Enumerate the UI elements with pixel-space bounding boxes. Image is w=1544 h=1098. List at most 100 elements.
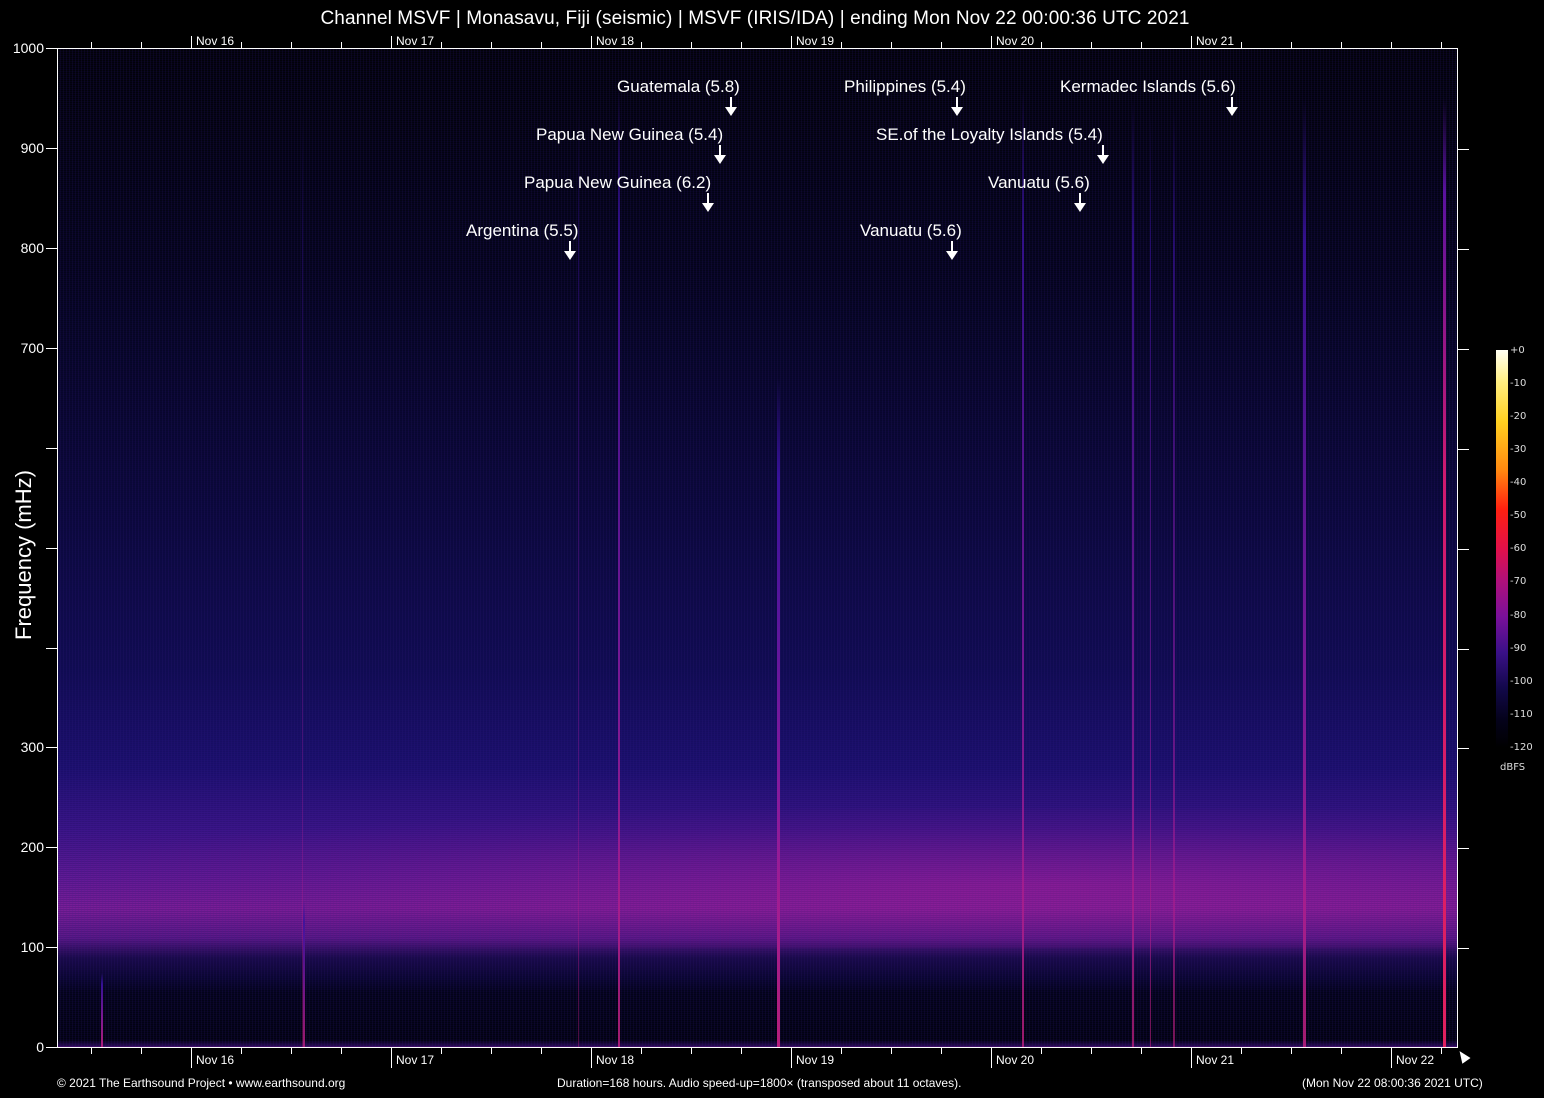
- event-trace: [777, 378, 780, 1048]
- x-major-tick: [391, 1048, 392, 1068]
- y-tick: [46, 648, 57, 649]
- x-minor-tick: [491, 1048, 492, 1054]
- x-tick-label-top: Nov 19: [796, 34, 835, 48]
- x-major-tick: [1391, 1048, 1392, 1068]
- colorbar-label: -100: [1510, 676, 1533, 687]
- x-minor-tick: [491, 42, 492, 48]
- colorbar-label: -50: [1510, 510, 1527, 521]
- x-major-tick: [791, 1048, 792, 1068]
- colorbar-label: -30: [1510, 444, 1527, 455]
- y-tick: [46, 947, 57, 948]
- x-tick-label: Nov 21: [1196, 1053, 1235, 1067]
- x-tick-label-top: Nov 21: [1196, 34, 1235, 48]
- colorbar-label: -120: [1510, 742, 1533, 753]
- event-trace: [618, 88, 620, 1048]
- x-major-tick: [591, 36, 592, 48]
- colorbar-label: -70: [1510, 576, 1527, 587]
- x-minor-tick: [91, 42, 92, 48]
- x-major-tick: [1191, 1048, 1192, 1068]
- colorbar-label: -80: [1510, 610, 1527, 621]
- x-minor-tick: [1291, 42, 1292, 48]
- colorbar-label: -40: [1510, 477, 1527, 488]
- x-minor-tick: [1391, 42, 1392, 48]
- y-tick: [46, 847, 57, 848]
- x-major-tick: [991, 1048, 992, 1068]
- y-tick-label: 800: [20, 240, 44, 256]
- x-minor-tick: [1441, 1048, 1442, 1054]
- colorbar-gradient: [1496, 350, 1508, 748]
- x-minor-tick: [691, 42, 692, 48]
- x-tick-label-top: Nov 16: [196, 34, 235, 48]
- event-trace: [303, 900, 305, 1048]
- x-major-tick: [1191, 36, 1192, 48]
- x-minor-tick: [1091, 42, 1092, 48]
- x-major-tick: [391, 36, 392, 48]
- x-minor-tick: [641, 42, 642, 48]
- x-tick-label-top: Nov 20: [996, 34, 1035, 48]
- y-tick: [46, 248, 57, 249]
- event-label: Kermadec Islands (5.6): [1060, 77, 1236, 96]
- spectrogram-plot: [57, 48, 1458, 1048]
- x-minor-tick: [1141, 42, 1142, 48]
- x-major-tick: [591, 1048, 592, 1068]
- copyright-text: © 2021 The Earthsound Project • www.eart…: [57, 1076, 346, 1090]
- y-tick: [46, 747, 57, 748]
- x-minor-tick: [441, 42, 442, 48]
- event-trace: [1150, 108, 1151, 1048]
- y-tick-right: [1458, 249, 1469, 250]
- timestamp-text: (Mon Nov 22 08:00:36 2021 UTC): [1302, 1076, 1483, 1090]
- event-trace: [578, 98, 579, 1048]
- y-tick-right: [1458, 149, 1469, 150]
- x-minor-tick: [891, 42, 892, 48]
- colorbar-unit: dBFS: [1500, 762, 1526, 773]
- x-minor-tick: [1241, 1048, 1242, 1054]
- y-tick-label: 1000: [12, 40, 44, 56]
- x-minor-tick: [1341, 42, 1342, 48]
- colorbar-label: -90: [1510, 643, 1527, 654]
- event-trace: [1132, 98, 1134, 1048]
- x-minor-tick: [291, 1048, 292, 1054]
- event-label: Papua New Guinea (5.4): [536, 125, 724, 144]
- y-tick-right: [1458, 449, 1469, 450]
- x-minor-tick: [1091, 1048, 1092, 1054]
- microseism-band: [57, 808, 1458, 948]
- x-tick-label: Nov 22: [1396, 1053, 1435, 1067]
- chart-title: Channel MSVF | Monasavu, Fiji (seismic) …: [320, 8, 1190, 29]
- y-axis-title: Frequency (mHz): [11, 470, 36, 640]
- x-minor-tick: [691, 1048, 692, 1054]
- y-tick: [46, 148, 57, 149]
- x-tick-label: Nov 18: [596, 1053, 635, 1067]
- event-label: Vanuatu (5.6): [988, 173, 1090, 192]
- y-tick-label: 700: [20, 340, 44, 356]
- colorbar-label: -60: [1510, 543, 1527, 554]
- x-minor-tick: [741, 42, 742, 48]
- x-minor-tick: [1341, 1048, 1342, 1054]
- colorbar-label: -10: [1510, 378, 1527, 389]
- x-minor-tick: [1041, 1048, 1042, 1054]
- x-minor-tick: [541, 1048, 542, 1054]
- event-trace: [101, 973, 103, 1048]
- x-minor-tick: [841, 42, 842, 48]
- x-tick-label: Nov 20: [996, 1053, 1035, 1067]
- event-trace: [1173, 108, 1175, 1048]
- y-tick-right: [1458, 948, 1469, 949]
- x-minor-tick: [341, 1048, 342, 1054]
- x-major-tick: [791, 36, 792, 48]
- x-minor-tick: [141, 1048, 142, 1054]
- event-label: Argentina (5.5): [466, 221, 579, 240]
- x-minor-tick: [1441, 42, 1442, 48]
- y-tick: [46, 1047, 57, 1048]
- event-trace: [1303, 98, 1306, 1048]
- x-tick-label: Nov 19: [796, 1053, 835, 1067]
- y-tick-label: 0: [36, 1039, 44, 1055]
- x-minor-tick: [941, 1048, 942, 1054]
- event-label: Philippines (5.4): [844, 77, 966, 96]
- y-tick-label: 300: [20, 739, 44, 755]
- spectrogram-noise: [57, 48, 1458, 1048]
- y-tick-right: [1458, 649, 1469, 650]
- event-trace: [1022, 88, 1024, 1048]
- duration-text: Duration=168 hours. Audio speed-up=1800×…: [557, 1076, 962, 1090]
- x-minor-tick: [1041, 42, 1042, 48]
- x-minor-tick: [841, 1048, 842, 1054]
- x-tick-label: Nov 17: [396, 1053, 435, 1067]
